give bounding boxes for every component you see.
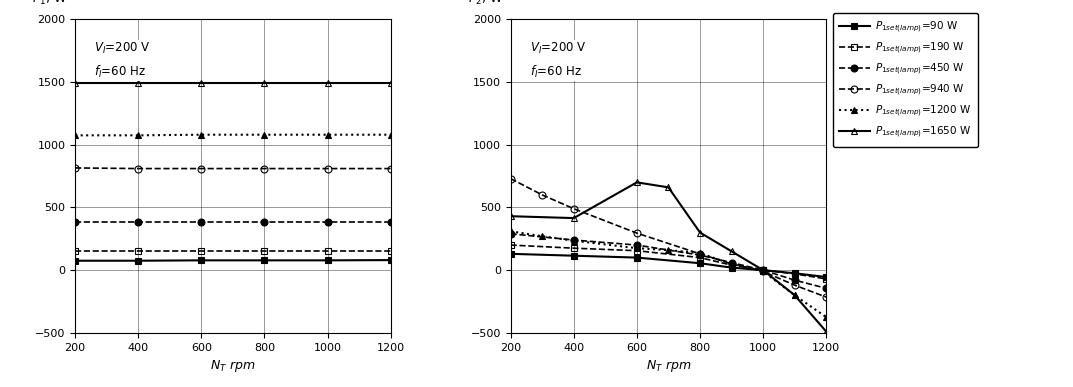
Y-axis label: $P_1$, W: $P_1$, W	[32, 0, 68, 7]
X-axis label: $N_T$ rpm: $N_T$ rpm	[646, 358, 691, 374]
X-axis label: $N_T$ rpm: $N_T$ rpm	[210, 358, 255, 374]
Legend: $P_{1set(lamp)}$=90 W, $P_{1set(lamp)}$=190 W, $P_{1set(lamp)}$=450 W, $P_{1set(: $P_{1set(lamp)}$=90 W, $P_{1set(lamp)}$=…	[833, 13, 978, 147]
Text: $V_I$=200 V
$f_I$=60 Hz: $V_I$=200 V $f_I$=60 Hz	[530, 41, 586, 80]
Text: $V_I$=200 V
$f_I$=60 Hz: $V_I$=200 V $f_I$=60 Hz	[94, 41, 151, 80]
Y-axis label: $P_2$, W: $P_2$, W	[468, 0, 503, 7]
